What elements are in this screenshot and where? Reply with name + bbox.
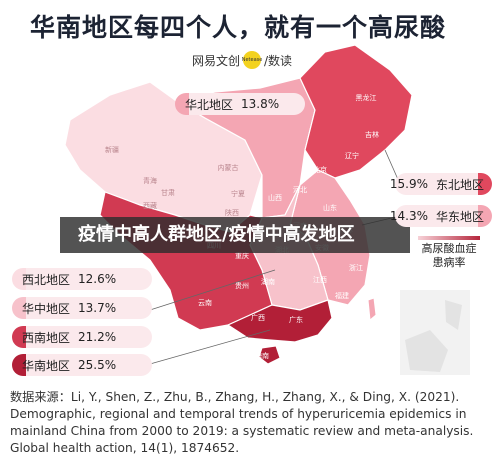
region-value-label: 14.3% <box>389 209 428 223</box>
legend-note: 高尿酸血症 患病率 <box>414 236 484 270</box>
region-value-label: 13.8% <box>241 97 280 111</box>
region-name: 西南地区 <box>22 330 71 345</box>
region-name: 华中地区 <box>22 301 71 316</box>
province-label: 新疆 <box>105 145 119 154</box>
region-pill: 华北地区 13.8% <box>175 93 305 115</box>
province-label: 吉林 <box>365 130 379 139</box>
neighbor-land-south <box>405 330 448 372</box>
province-label: 重庆 <box>235 251 249 260</box>
province-label: 海南 <box>255 351 269 360</box>
province-label: 浙江 <box>349 263 363 272</box>
region-pill: 华东地区 14.3% <box>390 205 492 227</box>
province-label: 宁夏 <box>231 189 245 198</box>
region-south <box>226 299 333 343</box>
brand: 网易文创 Netease /数读 <box>192 50 292 70</box>
banner-overlay: 疫情中高人群地区/疫情中高发地区 <box>60 217 410 253</box>
province-label: 云南 <box>198 298 212 307</box>
region-pill: 华中地区 13.7% <box>12 297 152 319</box>
region-value-label: 13.7% <box>78 301 117 315</box>
province-label: 甘肃 <box>161 188 175 197</box>
region-name: 东北地区 <box>435 177 484 192</box>
legend-note-text: 高尿酸血症 患病率 <box>421 242 477 269</box>
province-label: 广西 <box>251 313 265 322</box>
region-pill: 华南地区 25.5% <box>12 354 152 376</box>
region-value-label: 12.6% <box>78 272 117 286</box>
region-value-label: 25.5% <box>78 358 117 372</box>
region-value-label: 15.9% <box>389 177 428 191</box>
province-label: 河北 <box>293 186 307 194</box>
province-label: 黑龙江 <box>356 93 377 102</box>
region-name: 华东地区 <box>435 209 484 224</box>
province-label: 青海 <box>143 176 157 185</box>
province-label: 湖南 <box>261 277 275 286</box>
region-pill: 东北地区 15.9% <box>390 173 492 195</box>
region-south-hainan <box>258 345 281 365</box>
region-name: 西北地区 <box>22 272 71 287</box>
source-citation: 数据来源：Li, Y., Shen, Z., Zhu, B., Zhang, H… <box>10 390 474 455</box>
province-label: 贵州 <box>235 281 249 290</box>
province-label: 西藏 <box>143 201 157 210</box>
leader-central <box>149 269 276 311</box>
province-label: 山东 <box>323 203 337 212</box>
brand-column: /数读 <box>264 53 293 68</box>
province-label: 辽宁 <box>345 151 359 160</box>
region-name: 华南地区 <box>22 358 71 373</box>
leader-south <box>149 329 271 365</box>
neighbor-land-east <box>445 300 462 330</box>
region-pill: 西南地区 21.2% <box>12 326 152 348</box>
province-label: 山西 <box>268 193 282 202</box>
province-label: 内蒙古 <box>218 163 239 172</box>
province-label: 北京 <box>313 165 327 174</box>
province-label: 广东 <box>289 315 303 324</box>
netease-logo-icon: Netease <box>242 51 262 69</box>
region-pill: 西北地区 12.6% <box>12 268 152 290</box>
brand-name: 网易文创 <box>192 53 241 68</box>
region-name: 华北地区 <box>185 97 234 112</box>
province-label: 江西 <box>313 276 327 284</box>
province-label: 陕西 <box>225 208 239 217</box>
taiwan <box>367 297 377 321</box>
region-value-label: 21.2% <box>78 330 117 344</box>
legend-gradient-bar <box>418 236 480 240</box>
page-title: 华南地区每四个人，就有一个高尿酸 <box>30 13 447 42</box>
province-label: 福建 <box>335 291 349 300</box>
